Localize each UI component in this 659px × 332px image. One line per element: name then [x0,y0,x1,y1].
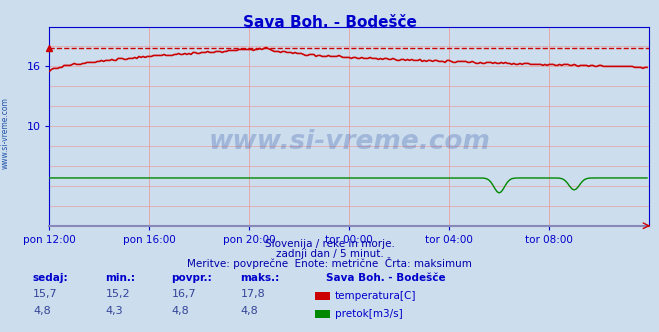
Text: www.si-vreme.com: www.si-vreme.com [208,129,490,155]
Text: 17,8: 17,8 [241,289,266,299]
Text: povpr.:: povpr.: [171,273,212,283]
Text: Sava Boh. - Bodešče: Sava Boh. - Bodešče [326,273,446,283]
Text: Slovenija / reke in morje.: Slovenija / reke in morje. [264,239,395,249]
Text: Sava Boh. - Bodešče: Sava Boh. - Bodešče [243,15,416,30]
Text: sedaj:: sedaj: [33,273,69,283]
Text: temperatura[C]: temperatura[C] [335,291,416,301]
Text: 4,3: 4,3 [105,306,123,316]
Text: 15,2: 15,2 [105,289,130,299]
Text: pretok[m3/s]: pretok[m3/s] [335,309,403,319]
Text: maks.:: maks.: [241,273,280,283]
Text: 4,8: 4,8 [241,306,258,316]
Text: 4,8: 4,8 [33,306,51,316]
Text: 4,8: 4,8 [171,306,189,316]
Text: 15,7: 15,7 [33,289,57,299]
Text: www.si-vreme.com: www.si-vreme.com [1,97,10,169]
Text: min.:: min.: [105,273,136,283]
Text: Meritve: povprečne  Enote: metrične  Črta: maksimum: Meritve: povprečne Enote: metrične Črta:… [187,257,472,269]
Text: zadnji dan / 5 minut.: zadnji dan / 5 minut. [275,249,384,259]
Text: 16,7: 16,7 [171,289,196,299]
